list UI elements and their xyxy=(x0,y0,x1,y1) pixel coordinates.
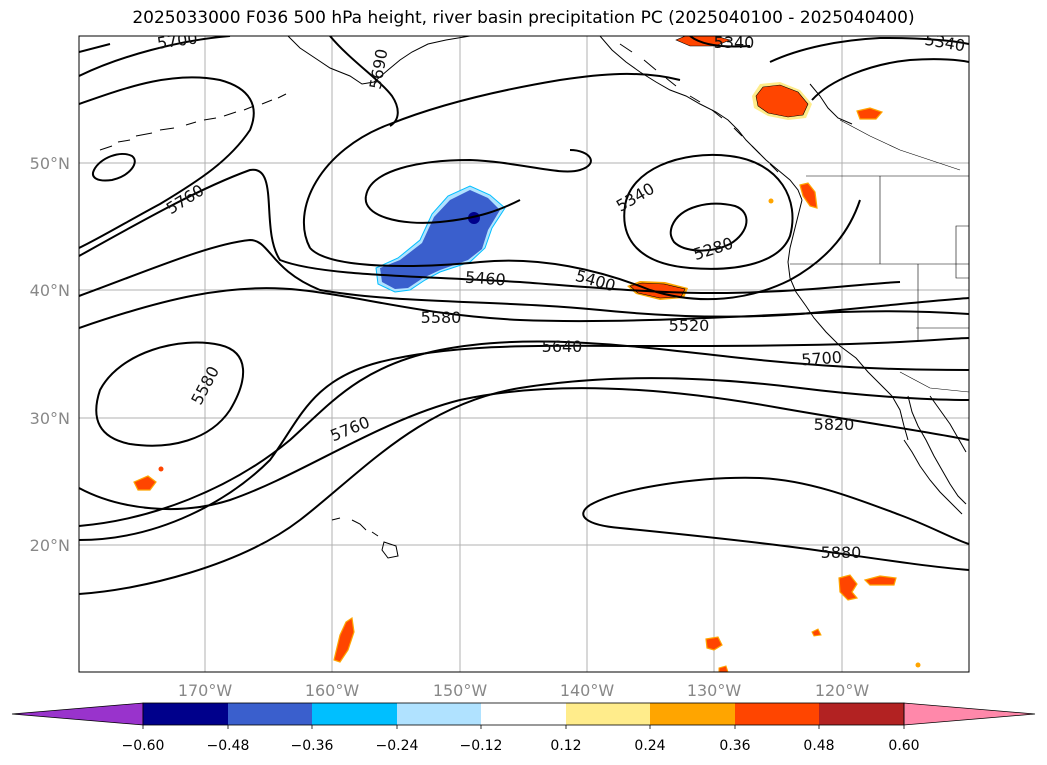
contour-5880-upper xyxy=(589,476,969,545)
province-border xyxy=(839,119,961,171)
longitude-labels: 170°W 160°W 150°W 140°W 130°W 120°W xyxy=(178,681,870,700)
colorbar-bin xyxy=(228,703,312,725)
colorbar-tick-label: −0.36 xyxy=(291,738,334,754)
contour-label: 5880 xyxy=(821,543,862,562)
lon-label: 140°W xyxy=(560,681,615,700)
contour-small-closed xyxy=(92,152,136,182)
contour-5760-north xyxy=(79,76,255,249)
political-borders xyxy=(790,119,969,393)
colorbar-tick-label: 0.36 xyxy=(719,738,750,754)
colorbar-bin xyxy=(143,703,228,725)
mexico-coast xyxy=(929,395,967,453)
coastlines xyxy=(99,36,967,559)
contour-north-loop xyxy=(365,149,592,197)
colorbar-bin xyxy=(566,703,650,725)
colorbar-bin xyxy=(481,703,566,725)
baja-coast xyxy=(907,395,967,505)
alaska-coast xyxy=(287,36,471,85)
hawaii-islands xyxy=(331,517,399,559)
contour-5340-n xyxy=(689,36,751,48)
panhandle-coast xyxy=(599,36,803,201)
colorbar-tick-label: −0.60 xyxy=(122,738,165,754)
latitude-labels: 50°N 40°N 30°N 20°N xyxy=(30,154,70,555)
colorbar-tick-label: −0.24 xyxy=(376,738,419,754)
state-border-4 xyxy=(955,225,969,279)
lon-label: 130°W xyxy=(687,681,742,700)
colorbar-tick-label: 0.12 xyxy=(550,738,581,754)
contour-label: 5520 xyxy=(669,316,710,335)
contour-5400-b xyxy=(309,199,861,301)
contour-top-left xyxy=(79,43,111,53)
contour-5640 xyxy=(79,337,969,541)
colorbar-extend-max xyxy=(903,702,1036,726)
us-west-coast xyxy=(787,199,909,441)
colorbar-tick-label: 0.48 xyxy=(803,738,834,754)
contour-5580 xyxy=(79,287,969,329)
inland-coast xyxy=(809,83,853,125)
contour-label: 5820 xyxy=(814,415,855,434)
colorbar-tick-label: 0.24 xyxy=(634,738,665,754)
colorbar-bin xyxy=(650,703,735,725)
baja-west-coast xyxy=(903,439,963,515)
map-area xyxy=(79,36,969,672)
us-mexico-border xyxy=(899,371,969,393)
contour-5520 xyxy=(79,238,969,318)
contour-5400-ne xyxy=(811,58,969,101)
colorbar-bin xyxy=(735,703,819,725)
lat-label: 30°N xyxy=(30,409,70,428)
contour-5340 xyxy=(623,154,794,270)
graticule xyxy=(79,36,969,672)
contour-5760-south xyxy=(79,377,969,595)
contour-label: 5460 xyxy=(464,268,506,290)
contour-label: 5700 xyxy=(156,28,199,52)
colorbar-tick-label: 0.60 xyxy=(888,738,919,754)
lon-label: 150°W xyxy=(433,681,488,700)
height-contours xyxy=(79,36,969,595)
colorbar-outline xyxy=(142,702,905,726)
contour-5700 xyxy=(79,340,969,527)
contour-label: 5700 xyxy=(801,348,843,370)
contour-5400-a xyxy=(302,72,681,249)
lat-label: 40°N xyxy=(30,281,70,300)
contour-5700-north xyxy=(79,36,231,77)
contour-5280 xyxy=(669,202,748,252)
contour-north-loop-b xyxy=(364,195,521,224)
contour-label: 5580 xyxy=(421,308,462,327)
colorbar-extend-min xyxy=(11,702,144,726)
aleutian-islands xyxy=(99,93,287,151)
colorbar: −0.60 −0.48 −0.36 −0.24 −0.12 0.12 0.24 … xyxy=(11,702,1036,754)
colorbar-bin xyxy=(819,703,904,725)
lon-label: 160°W xyxy=(305,681,360,700)
lon-label: 170°W xyxy=(178,681,233,700)
contour-5880-lower xyxy=(582,504,969,571)
colorbar-tick-label: −0.12 xyxy=(460,738,503,754)
precip-positive-regions xyxy=(133,36,921,672)
colorbar-tick-label: −0.48 xyxy=(207,738,250,754)
contour-label: 5340 xyxy=(714,33,755,52)
map-frame xyxy=(78,35,970,673)
panhandle-islands xyxy=(619,43,779,173)
colorbar-bin xyxy=(312,703,397,725)
contour-label: 5640 xyxy=(542,337,583,356)
contour-5820 xyxy=(79,387,969,511)
lon-label: 120°W xyxy=(815,681,870,700)
lat-label: 20°N xyxy=(30,536,70,555)
plot-title: 2025033000 F036 500 hPa height, river ba… xyxy=(132,8,915,28)
lat-label: 50°N xyxy=(30,154,70,173)
colorbar-bin xyxy=(397,703,481,725)
contour-5580-closed xyxy=(95,341,244,447)
contour-5340-ne xyxy=(769,36,969,63)
contour-5690 xyxy=(329,36,399,127)
